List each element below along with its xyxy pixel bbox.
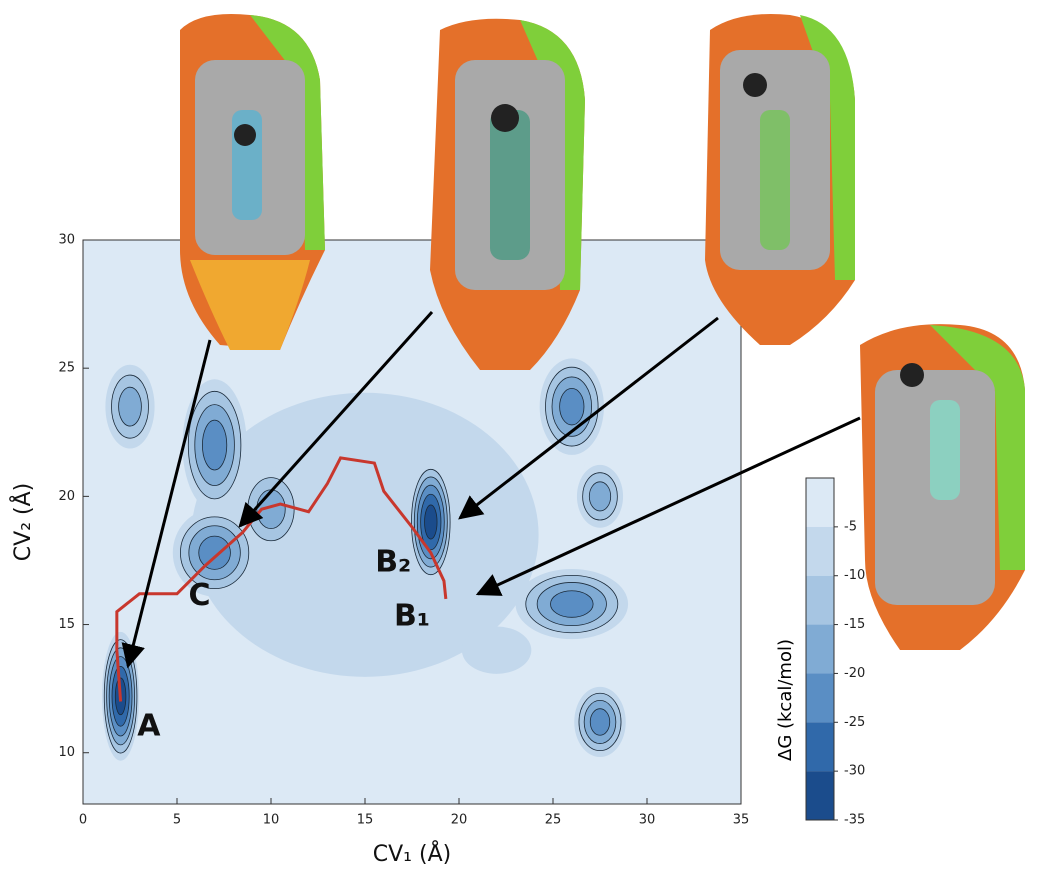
x-tick-label: 5 (173, 813, 181, 828)
colorbar-band (806, 722, 834, 771)
contour-level (550, 591, 593, 618)
contour-level (425, 505, 438, 539)
contour-level (589, 482, 610, 511)
colorbar-band (806, 527, 834, 576)
colorbar-band (806, 625, 834, 674)
contour-level (202, 420, 226, 470)
figure: 0 5 10 15 20 25 30 35 10 15 20 25 30 A C B₂ B₁ (0, 0, 1037, 869)
colorbar-band (806, 771, 834, 820)
x-tick-label: 10 (263, 813, 280, 828)
colorbar-band (806, 673, 834, 722)
y-tick-label: 20 (58, 489, 75, 504)
contour-level (462, 627, 531, 674)
colorbar-tick-label: -35 (844, 813, 865, 828)
x-axis-label: CV₁ (Å) (373, 840, 451, 867)
colorbar-tick-label: -25 (844, 715, 865, 730)
x-tick-label: 0 (79, 813, 87, 828)
annotation: A (137, 709, 161, 744)
y-axis-label: CV₂ (Å) (9, 483, 36, 561)
x-tick-label: 25 (545, 813, 562, 828)
protein-image (705, 14, 855, 345)
colorbar-tick-label: -20 (844, 666, 865, 681)
colorbar-band (806, 478, 834, 527)
annotation: B₁ (394, 598, 430, 633)
protein-image (860, 324, 1025, 650)
y-tick-label: 30 (58, 233, 75, 248)
y-tick-label: 25 (58, 361, 75, 376)
annotation: C (189, 578, 211, 613)
y-tick-label: 10 (58, 745, 75, 760)
colorbar-label: ΔG (kcal/mol) (775, 639, 796, 761)
protein-image (430, 19, 585, 370)
contour-level (293, 439, 362, 502)
contour-level (119, 387, 142, 426)
x-tick-label: 15 (357, 813, 374, 828)
x-tick-label: 35 (733, 813, 750, 828)
colorbar-tick-label: -10 (844, 568, 865, 583)
x-tick-label: 30 (639, 813, 656, 828)
colorbar-tick-label: -5 (844, 519, 857, 534)
contour-level (199, 536, 231, 569)
x-tick-label: 20 (451, 813, 468, 828)
y-tick-label: 15 (58, 617, 75, 632)
contour-level (590, 709, 609, 736)
colorbar-tick-label: -15 (844, 617, 865, 632)
annotation: B₂ (375, 545, 411, 580)
colorbar-tick-label: -30 (844, 764, 865, 779)
contour-level (560, 388, 584, 425)
colorbar-band (806, 576, 834, 625)
